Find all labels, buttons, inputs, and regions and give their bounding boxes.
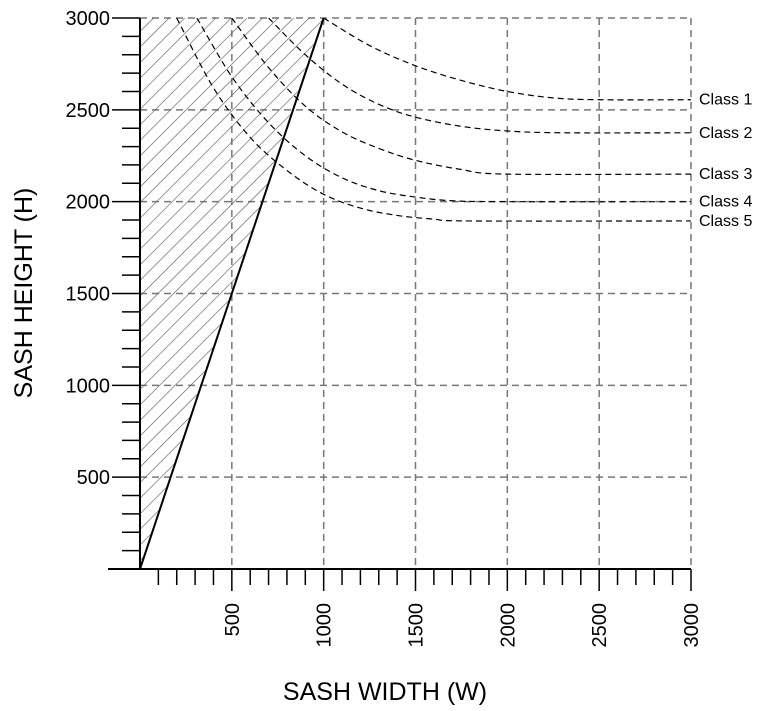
y-tick-label: 1500 <box>66 284 111 306</box>
x-axis-title: SASH WIDTH (W) <box>283 678 487 706</box>
y-axis-title: SASH HEIGHT (H) <box>10 188 38 399</box>
grid-lines <box>140 17 692 569</box>
axes <box>108 17 692 591</box>
series-label: Class 3 <box>699 166 752 183</box>
x-tick-label: 1000 <box>314 603 336 648</box>
x-tick-label: 3000 <box>681 603 703 648</box>
series-line-class-2 <box>268 18 691 134</box>
series-line-class-1 <box>323 18 691 101</box>
x-tick-label: 2500 <box>589 603 611 648</box>
series-label: Class 2 <box>699 125 752 142</box>
y-tick-label: 2500 <box>66 100 111 122</box>
boundary-line <box>139 17 325 570</box>
class-curves <box>176 18 691 222</box>
x-tick-label: 500 <box>222 603 244 636</box>
x-tick-label: 2000 <box>497 603 519 648</box>
series-label: Class 5 <box>699 213 752 230</box>
x-tick-label: 1500 <box>406 603 428 648</box>
series-label: Class 4 <box>699 194 752 211</box>
series-line-class-4 <box>196 18 691 203</box>
series-line-class-5 <box>176 18 691 222</box>
labels: Class 1 Class 2 Class 3 Class 4 Class 5 500 10… <box>66 8 753 648</box>
y-tick-label: 3000 <box>66 8 111 30</box>
y-tick-label: 1000 <box>66 375 111 397</box>
series-line-class-3 <box>231 18 691 176</box>
y-tick-label: 500 <box>77 467 110 489</box>
y-tick-label: 2000 <box>66 192 111 214</box>
series-label: Class 1 <box>699 92 752 109</box>
